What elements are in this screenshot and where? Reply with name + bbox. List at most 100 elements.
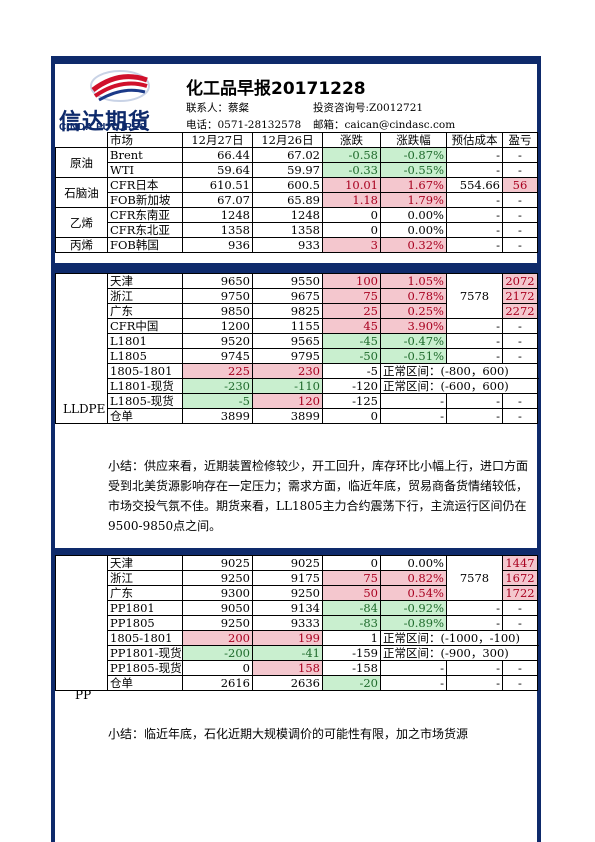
warehouse-dec26: 2636 [252, 675, 323, 691]
change-percent: 3.90% [380, 318, 447, 334]
profit-loss: - [502, 348, 538, 364]
market-name: CFR日本 [107, 177, 183, 193]
market-name: 1805-1801 [107, 363, 183, 379]
profit-loss: - [502, 675, 538, 691]
market-name: 仓单 [107, 408, 183, 424]
change-percent: -0.92% [380, 600, 447, 616]
price-dec26: 9175 [252, 570, 323, 586]
profit-loss: 1447 [502, 555, 538, 571]
market-name: PP1801 [107, 600, 183, 616]
change-value: -120 [322, 378, 381, 394]
market-name: 广东 [107, 303, 183, 319]
estimated-cost: - [446, 207, 503, 223]
section-label-cell [55, 273, 108, 424]
change-percent: 0.00% [380, 222, 447, 238]
change-value: -0.33 [322, 162, 381, 178]
price-dec27: 9250 [182, 615, 253, 631]
change-value: -5 [322, 363, 381, 379]
product-group-label: 乙烯 [55, 207, 108, 238]
estimated-cost: - [446, 192, 503, 208]
market-name: 1805-1801 [107, 630, 183, 646]
change-percent: - [380, 675, 447, 691]
logo-chinese-text: 信达期货 [59, 110, 152, 135]
table-row: L1805 9745 9795 -50 -0.51% - - [56, 348, 538, 364]
market-name: L1805 [107, 348, 183, 364]
market-name: FOB新加坡 [107, 192, 183, 208]
normal-range-note: 正常区间：(-900，300) [380, 645, 538, 661]
change-value: 75 [322, 570, 381, 586]
price-dec27: 9250 [182, 570, 253, 586]
warehouse-dec27: 3899 [182, 408, 253, 424]
price-dec27: 9050 [182, 600, 253, 616]
spread-dec27: 200 [182, 630, 253, 646]
spread-row: PP1801-现货 -200 -41 -159 正常区间：(-900，300) [56, 645, 538, 661]
price-dec26: 9250 [252, 585, 323, 601]
price-dec27: 59.64 [182, 162, 253, 178]
market-name: CFR中国 [107, 318, 183, 334]
market-name: 浙江 [107, 288, 183, 304]
table-row: 乙烯 CFR东南亚 1248 1248 0 0.00% - - [55, 207, 538, 238]
market-name: PP1801-现货 [107, 645, 183, 661]
estimated-cost: - [446, 660, 503, 676]
price-dec26: 9134 [252, 600, 323, 616]
profit-loss: 2272 [502, 303, 538, 319]
profit-loss: - [502, 237, 538, 253]
spread-dec26: -41 [252, 645, 323, 661]
profit-loss: - [502, 318, 538, 334]
spread-row: 1805-1801 200 199 1 正常区间：(-1000，-100) [56, 630, 538, 646]
market-name: 天津 [107, 273, 183, 289]
market-name: 天津 [107, 555, 183, 571]
change-value: -83 [322, 615, 381, 631]
spread-dec26: 199 [252, 630, 323, 646]
change-percent: 0.78% [380, 288, 447, 304]
table-row: CFR东北亚 1358 1358 0 0.00% - - [56, 222, 538, 238]
table-header-row: 市场 12月27日 12月26日 涨跌 涨跌幅 预估成本 盈亏 [55, 132, 538, 148]
market-name: FOB韩国 [107, 237, 183, 253]
price-dec26: 600.5 [252, 177, 323, 193]
table-row: CFR中国 1200 1155 45 3.90% - - [56, 318, 538, 334]
change-value: 50 [322, 585, 381, 601]
market-name: L1805-现货 [107, 393, 183, 409]
column-header: 预估成本 [446, 132, 503, 148]
table-row: PP1801 9050 9134 -84 -0.92% - - [56, 600, 538, 616]
estimated-cost: - [446, 675, 503, 691]
top-border [51, 56, 541, 64]
estimated-cost: - [446, 348, 503, 364]
change-percent: -0.51% [380, 348, 447, 364]
estimated-cost: - [446, 318, 503, 334]
change-percent: 1.67% [380, 177, 447, 193]
warehouse-dec27: 2616 [182, 675, 253, 691]
price-table-pp: 天津 9025 9025 0 0.00% 7578 1447 浙江 9250 9175 75 0.82… [55, 555, 538, 691]
price-dec26: 9675 [252, 288, 323, 304]
spread-dec27: -200 [182, 645, 253, 661]
table-row: 天津 9650 9550 100 1.05% 7578 2072 [55, 273, 538, 424]
price-dec27: 9750 [182, 288, 253, 304]
spread-dec26: 158 [252, 660, 323, 676]
estimated-cost: - [446, 600, 503, 616]
change-value: 1 [322, 630, 381, 646]
product-group-label: 丙烯 [55, 237, 108, 253]
warehouse-dec26: 3899 [252, 408, 323, 424]
price-dec27: 936 [182, 237, 253, 253]
profit-loss: - [502, 147, 538, 163]
price-dec27: 9850 [182, 303, 253, 319]
price-dec26: 59.97 [252, 162, 323, 178]
profit-loss: - [502, 207, 538, 223]
price-dec27: 1200 [182, 318, 253, 334]
change-value: -159 [322, 645, 381, 661]
report-title: 化工品早报20171228 [186, 79, 366, 99]
price-dec27: 9650 [182, 273, 253, 289]
spread-dec27: -5 [182, 393, 253, 409]
column-header: 12月26日 [252, 132, 323, 148]
email-address: 邮箱：caican@cindasc.com [313, 119, 456, 131]
cinda-logo-icon [90, 70, 150, 102]
change-value: -84 [322, 600, 381, 616]
change-value: 0 [322, 222, 381, 238]
section-label-lldpe: LLDPE [63, 402, 106, 416]
section-label-cell [55, 555, 108, 691]
warehouse-row: 仓单 3899 3899 0- - - [56, 408, 538, 424]
price-dec27: 9025 [182, 555, 253, 571]
spread-dec27: -230 [182, 378, 253, 394]
blank-cell [55, 132, 108, 148]
price-dec26: 1155 [252, 318, 323, 334]
